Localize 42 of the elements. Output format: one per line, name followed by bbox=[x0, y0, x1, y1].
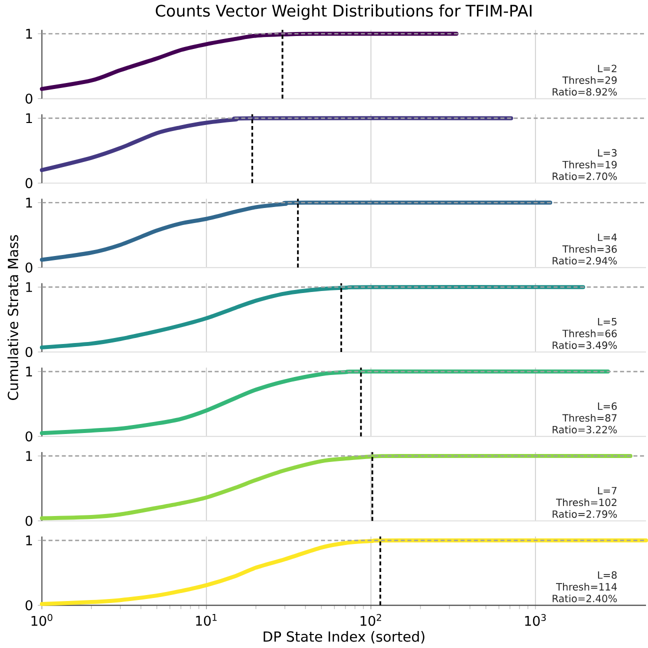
annotation: L=4 bbox=[598, 234, 617, 241]
annotation: Thresh=19 bbox=[562, 160, 617, 168]
x-tick-label: 10$^{0}$ bbox=[32, 614, 52, 626]
chart-title: Counts Vector Weight Distributions for TFIM-PAI bbox=[156, 4, 532, 20]
y-tick-label: 0 bbox=[26, 94, 32, 104]
y-tick-label: 1 bbox=[26, 28, 32, 39]
annotation: Thresh=87 bbox=[562, 414, 617, 422]
y-tick-label: 0 bbox=[26, 262, 32, 273]
y-tick-label: 0 bbox=[26, 346, 32, 358]
annotation: Ratio=2.40% bbox=[552, 594, 617, 602]
annotation: Thresh=102 bbox=[556, 498, 616, 506]
y-tick-label: 0 bbox=[26, 431, 32, 442]
x-tick-label: 10$^{1}$ bbox=[196, 614, 217, 626]
annotation: Ratio=2.70% bbox=[552, 172, 617, 180]
annotation: Ratio=8.92% bbox=[552, 88, 617, 96]
annotation: Thresh=36 bbox=[562, 245, 617, 253]
annotation: L=5 bbox=[598, 318, 616, 326]
annotation: Thresh=29 bbox=[562, 76, 617, 84]
annotation: L=2 bbox=[598, 64, 616, 72]
y-tick-label: 1 bbox=[26, 451, 32, 461]
annotation: Ratio=2.94% bbox=[552, 256, 617, 265]
y-axis-title: Cumulative Strata Mass bbox=[7, 235, 18, 400]
annotation: Thresh=66 bbox=[562, 330, 617, 338]
y-tick-label: 1 bbox=[26, 536, 32, 546]
y-tick-label: 1 bbox=[26, 282, 32, 292]
annotation: L=3 bbox=[598, 149, 617, 157]
annotation: L=7 bbox=[598, 487, 616, 494]
x-tick-label: 10$^{3}$ bbox=[525, 614, 546, 626]
y-tick-label: 0 bbox=[26, 516, 32, 526]
annotation: Ratio=3.22% bbox=[552, 426, 617, 434]
annotation: L=8 bbox=[598, 571, 617, 579]
x-tick-label: 10$^{2}$ bbox=[360, 614, 382, 626]
annotation: Thresh=114 bbox=[556, 582, 617, 591]
y-tick-label: 0 bbox=[26, 178, 32, 188]
y-tick-label: 1 bbox=[26, 198, 32, 208]
annotation: L=6 bbox=[598, 402, 617, 410]
annotation: Ratio=2.79% bbox=[552, 510, 617, 518]
y-tick-label: 0 bbox=[26, 600, 32, 610]
y-tick-label: 1 bbox=[26, 366, 32, 376]
annotation: Ratio=3.49% bbox=[552, 341, 617, 350]
x-axis-title: DP State Index (sorted) bbox=[264, 631, 424, 644]
y-tick-label: 1 bbox=[26, 113, 32, 124]
